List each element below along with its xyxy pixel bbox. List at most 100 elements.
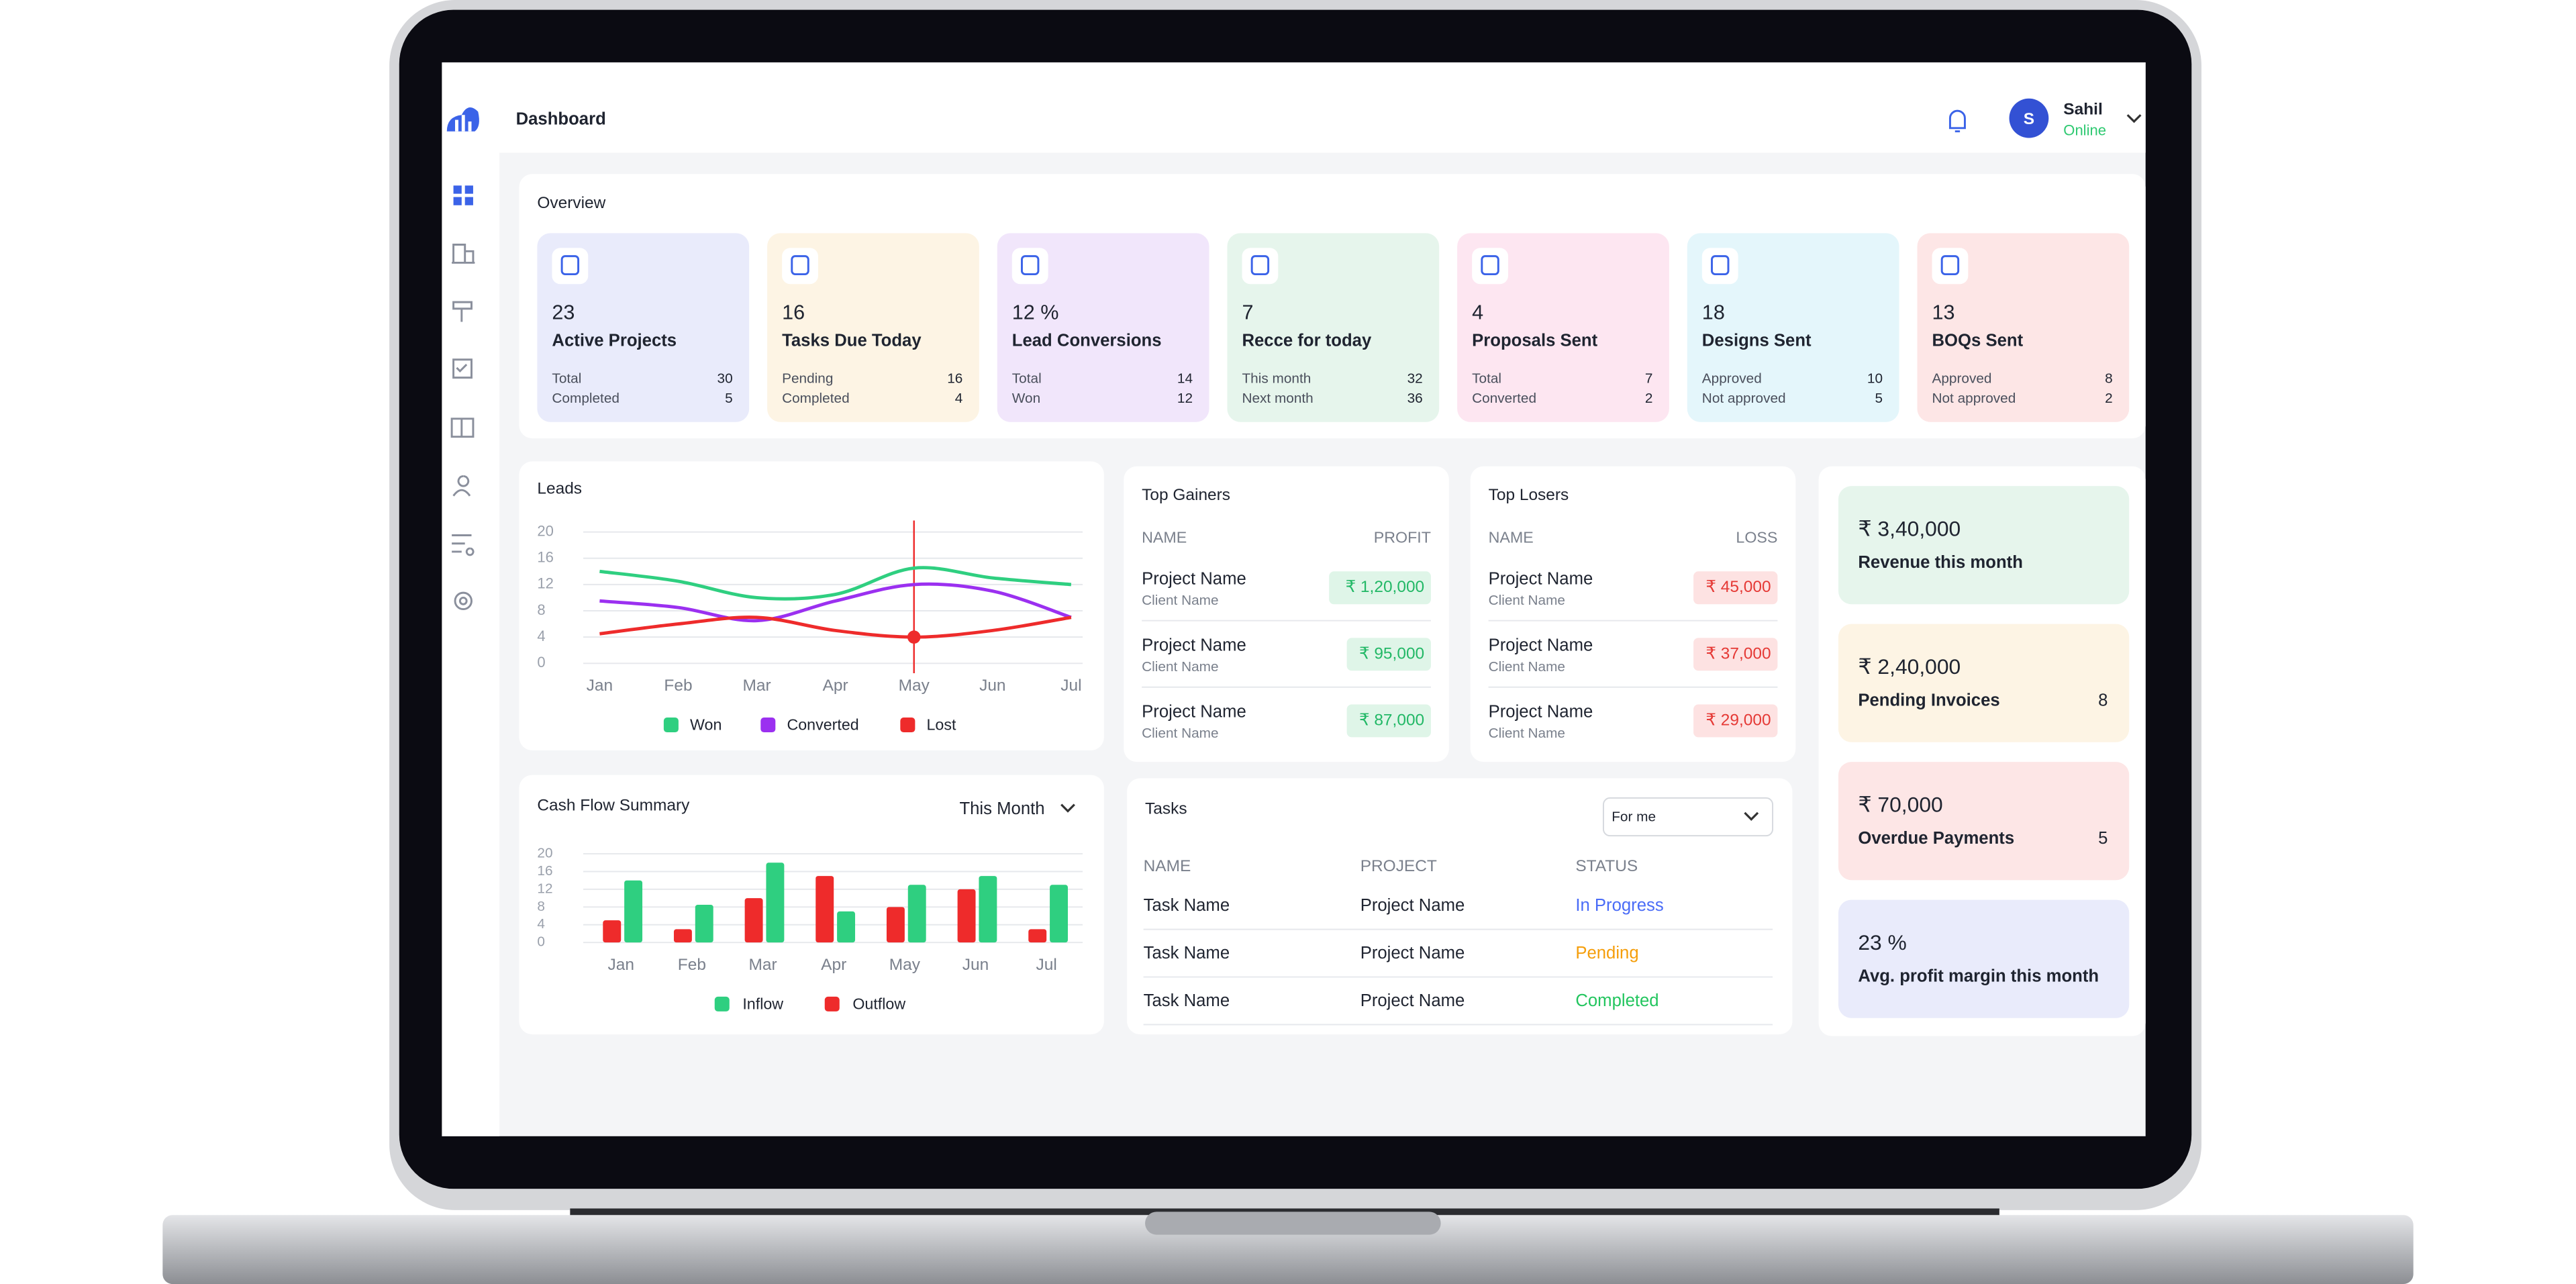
- stat-row-value: 7: [1645, 371, 1653, 387]
- client-name: Client Name: [1489, 659, 1565, 675]
- nav-buildings[interactable]: [452, 244, 475, 264]
- nav-projects[interactable]: [452, 301, 473, 322]
- amount: ₹ 95,000: [1359, 644, 1424, 662]
- stat-row-label: Completed: [552, 391, 620, 406]
- x-tick-label: Feb: [678, 956, 706, 974]
- stat-label: BOQs Sent: [1932, 332, 2024, 350]
- stat-icon: [1011, 248, 1048, 285]
- task-project: Project Name: [1360, 944, 1465, 962]
- stat-row-value: 2: [2105, 391, 2113, 406]
- summary-value: ₹ 3,40,000: [1858, 517, 1961, 541]
- legend-swatch: [714, 996, 730, 1011]
- summary-card: [1838, 624, 2130, 742]
- bar: [957, 889, 976, 943]
- stat-card: [1457, 233, 1669, 422]
- project-name: Project Name: [1142, 569, 1246, 588]
- dropdown-chevron[interactable]: [1744, 811, 1759, 821]
- x-tick-label: Jan: [587, 677, 613, 695]
- dropdown-chevron[interactable]: [1060, 803, 1075, 813]
- amount: ₹ 1,20,000: [1346, 578, 1425, 596]
- stat-label: Proposals Sent: [1472, 332, 1597, 350]
- stat-icon-glyph: [560, 255, 580, 275]
- summary-label: Overdue Payments: [1858, 829, 2014, 848]
- x-tick-label: Jan: [608, 956, 634, 974]
- project-name: Project Name: [1489, 569, 1593, 588]
- y-tick-label: 12: [537, 575, 554, 592]
- tasks-panel: [1127, 778, 1793, 1035]
- bar: [766, 862, 785, 943]
- stat-row-label: Total: [552, 371, 581, 387]
- stat-row-value: 36: [1407, 391, 1423, 406]
- task-status: Completed: [1575, 991, 1658, 1010]
- x-tick-label: Jul: [1036, 956, 1057, 974]
- amount-pill: [1693, 638, 1778, 671]
- nav-settings[interactable]: [454, 591, 473, 611]
- stat-value: 18: [1702, 301, 1725, 324]
- client-name: Client Name: [1489, 726, 1565, 741]
- bar: [624, 880, 643, 943]
- client-name: Client Name: [1142, 659, 1218, 675]
- stat-row-label: Converted: [1472, 391, 1536, 406]
- legend-label: Converted: [787, 715, 858, 733]
- y-tick-label: 20: [537, 846, 552, 861]
- summary-value: ₹ 70,000: [1858, 793, 1942, 817]
- summary-card: [1838, 762, 2130, 881]
- amount-pill: [1346, 704, 1431, 738]
- user-menu-chevron[interactable]: [2126, 114, 2142, 124]
- column-header: NAME: [1144, 857, 1191, 875]
- bar: [673, 929, 692, 943]
- stat-row-label: Approved: [1932, 371, 1992, 387]
- summary-count: 5: [2098, 829, 2108, 848]
- stat-row-label: Total: [1472, 371, 1501, 387]
- y-tick-label: 0: [537, 654, 545, 671]
- nav-tasks[interactable]: [452, 358, 473, 379]
- project-name: Project Name: [1489, 636, 1593, 654]
- filter-dropdown[interactable]: [1602, 797, 1774, 837]
- period-dropdown[interactable]: This Month: [959, 799, 1044, 818]
- chart-title: Cash Flow Summary: [537, 797, 690, 815]
- section-title: Overview: [537, 194, 605, 212]
- legend-label: Outflow: [852, 995, 905, 1012]
- legend-swatch: [760, 718, 776, 733]
- x-tick-label: Apr: [823, 677, 848, 695]
- losers-panel: [1470, 466, 1796, 762]
- stat-row-value: 5: [1875, 391, 1883, 406]
- stat-card: [767, 233, 979, 422]
- amount: ₹ 87,000: [1359, 711, 1424, 729]
- summary-value: 23 %: [1858, 930, 1907, 954]
- legend-label: Inflow: [742, 995, 783, 1012]
- column-header: STATUS: [1575, 857, 1638, 875]
- cashflow-panel: [519, 775, 1104, 1035]
- column-header: PROFIT: [1374, 529, 1431, 546]
- x-tick-label: Apr: [821, 956, 846, 974]
- stat-icon: [1932, 248, 1969, 285]
- series-line: [599, 582, 1072, 623]
- nav-dashboard[interactable]: [453, 185, 473, 205]
- amount-pill: [1693, 571, 1778, 605]
- stat-row-value: 32: [1407, 371, 1423, 387]
- project-name: Project Name: [1489, 702, 1593, 721]
- stat-row-value: 2: [1645, 391, 1653, 406]
- column-header: PROJECT: [1360, 857, 1437, 875]
- stat-icon-glyph: [1021, 255, 1040, 275]
- avatar[interactable]: [2009, 98, 2049, 138]
- nav-users[interactable]: [452, 475, 471, 497]
- stat-row-value: 5: [725, 391, 733, 406]
- x-tick-label: Feb: [664, 677, 692, 695]
- summary-card: [1838, 486, 2130, 605]
- notification-bell[interactable]: [1948, 109, 1966, 133]
- y-tick-label: 4: [537, 628, 545, 644]
- nav-docs[interactable]: [450, 417, 475, 438]
- gainers-panel: [1124, 466, 1449, 762]
- nav-reports[interactable]: [452, 534, 475, 556]
- stat-value: 23: [552, 301, 575, 324]
- stat-card: [537, 233, 750, 422]
- logo[interactable]: [446, 107, 479, 132]
- project-name: Project Name: [1142, 636, 1246, 654]
- stat-row-label: Not approved: [1702, 391, 1786, 406]
- task-project: Project Name: [1360, 991, 1465, 1010]
- column-header: LOSS: [1736, 529, 1777, 546]
- table-title: Top Losers: [1489, 486, 1569, 504]
- legend-swatch: [824, 996, 840, 1011]
